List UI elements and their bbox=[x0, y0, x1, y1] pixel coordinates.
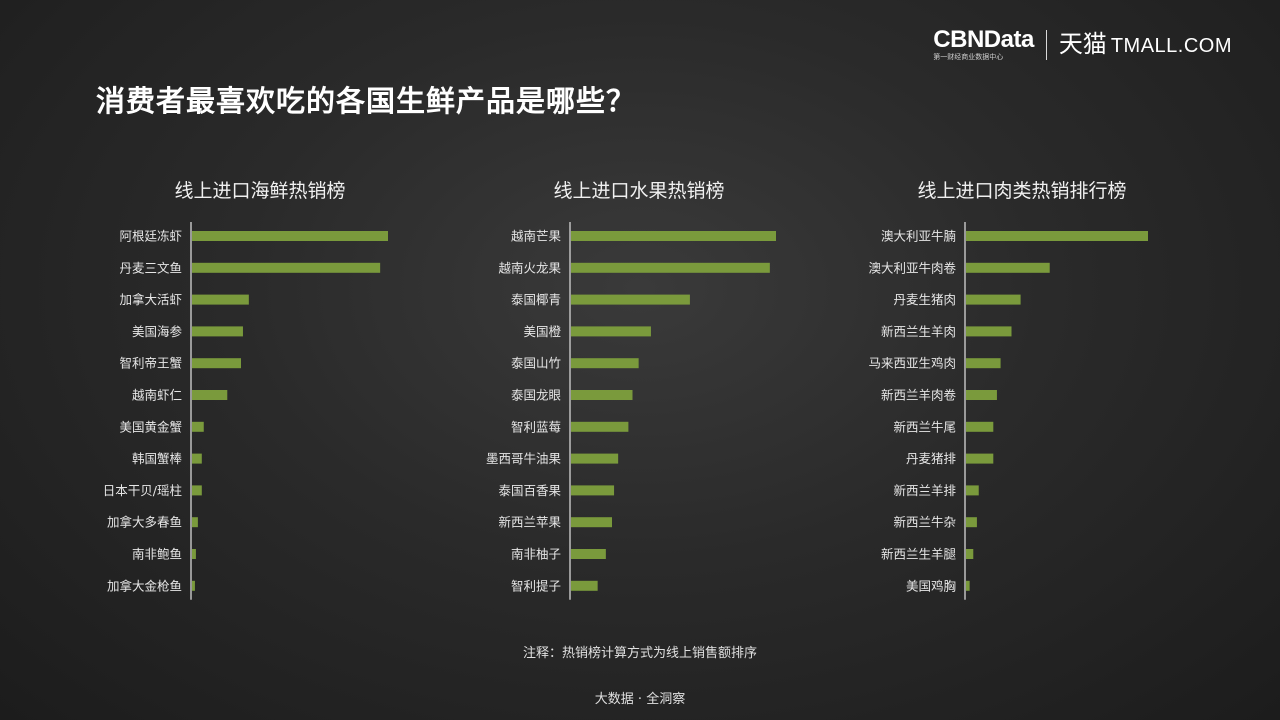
fruit-bar bbox=[571, 485, 615, 496]
seafood-bar bbox=[192, 485, 202, 496]
meat-category-label: 马来西亚生鸡肉 bbox=[868, 356, 956, 371]
fruit-category-label: 新西兰苹果 bbox=[498, 515, 561, 530]
fruit-category-label: 泰国山竹 bbox=[511, 356, 561, 371]
seafood-bar bbox=[192, 580, 195, 591]
meat-bar bbox=[966, 549, 974, 559]
meat-category-label: 丹麦猪排 bbox=[906, 451, 957, 466]
seafood-category-label: 美国黄金蟹 bbox=[119, 419, 182, 434]
fruit-bar bbox=[571, 517, 612, 528]
meat-bar bbox=[966, 390, 997, 400]
seafood-chart: 阿根廷冻虾丹麦三文鱼加拿大活虾美国海参智利帝王蟹越南虾仁美国黄金蟹韩国蟹棒日本干… bbox=[103, 222, 388, 600]
cbndata-logo-text: CBNData bbox=[933, 26, 1034, 53]
fruit-category-label: 泰国百香果 bbox=[498, 483, 561, 498]
meat-category-label: 新西兰牛杂 bbox=[893, 515, 956, 530]
fruit-chart: 越南芒果越南火龙果泰国椰青美国橙泰国山竹泰国龙眼智利蓝莓墨西哥牛油果泰国百香果新… bbox=[486, 222, 776, 600]
meat-bar bbox=[966, 262, 1050, 273]
meat-bar bbox=[966, 453, 994, 464]
fruit-bar bbox=[571, 549, 606, 559]
footnote: 注释：热销榜计算方式为线上销售额排序 bbox=[522, 646, 757, 661]
seafood-category-label: 加拿大活虾 bbox=[119, 292, 182, 307]
tmall-logo-en: TMALL.COM bbox=[1110, 34, 1232, 57]
seafood-chart-title: 线上进口海鲜热销榜 bbox=[174, 180, 346, 202]
fruit-category-label: 智利提子 bbox=[511, 578, 561, 593]
seafood-category-label: 美国海参 bbox=[132, 324, 183, 339]
seafood-bar bbox=[192, 326, 243, 337]
meat-bar bbox=[966, 326, 1012, 337]
seafood-bar bbox=[192, 294, 249, 305]
fruit-bar bbox=[571, 326, 651, 337]
seafood-bar bbox=[192, 390, 228, 400]
fruit-chart-title: 线上进口水果热销榜 bbox=[553, 180, 725, 202]
meat-bar bbox=[966, 231, 1148, 241]
tmall-logo: 天猫 TMALL.COM bbox=[1058, 30, 1232, 58]
meat-bar bbox=[966, 580, 970, 591]
meat-category-label: 丹麦生猪肉 bbox=[893, 292, 956, 307]
fruit-category-label: 美国橙 bbox=[523, 324, 561, 339]
source-caption: 大数据 · 全洞察 bbox=[594, 692, 686, 707]
seafood-category-label: 加拿大多春鱼 bbox=[107, 515, 182, 530]
seafood-category-label: 加拿大金枪鱼 bbox=[107, 578, 182, 593]
meat-category-label: 新西兰羊排 bbox=[893, 483, 956, 498]
seafood-bar bbox=[192, 231, 388, 241]
meat-chart-title: 线上进口肉类热销排行榜 bbox=[917, 180, 1127, 202]
meat-chart: 澳大利亚牛腩澳大利亚牛肉卷丹麦生猪肉新西兰生羊肉马来西亚生鸡肉新西兰羊肉卷新西兰… bbox=[868, 222, 1148, 600]
seafood-bar bbox=[192, 421, 204, 432]
fruit-category-label: 越南芒果 bbox=[511, 229, 562, 244]
fruit-bar bbox=[571, 580, 598, 591]
fruit-bar bbox=[571, 421, 629, 432]
fruit-bar bbox=[571, 390, 633, 400]
meat-category-label: 新西兰牛尾 bbox=[893, 419, 956, 434]
seafood-bar bbox=[192, 453, 202, 464]
meat-category-label: 美国鸡胸 bbox=[906, 578, 956, 593]
seafood-bar bbox=[192, 549, 196, 559]
fruit-bar bbox=[571, 294, 690, 305]
fruit-bar bbox=[571, 262, 770, 273]
logo-area: CBNData 第一财经商业数据中心 天猫 TMALL.COM bbox=[933, 28, 1232, 61]
meat-category-label: 新西兰生羊腿 bbox=[881, 547, 957, 562]
meat-bar bbox=[966, 294, 1021, 305]
meat-bar bbox=[966, 517, 977, 528]
meat-category-label: 新西兰羊肉卷 bbox=[881, 388, 957, 403]
meat-category-label: 澳大利亚牛腩 bbox=[881, 229, 956, 244]
fruit-bar bbox=[571, 358, 639, 369]
meat-category-label: 新西兰生羊肉 bbox=[881, 324, 956, 339]
seafood-category-label: 韩国蟹棒 bbox=[132, 451, 183, 466]
seafood-category-label: 智利帝王蟹 bbox=[119, 356, 182, 371]
meat-bar bbox=[966, 421, 994, 432]
fruit-category-label: 南非柚子 bbox=[511, 547, 561, 562]
seafood-category-label: 南非鲍鱼 bbox=[132, 547, 182, 562]
fruit-bar bbox=[571, 453, 619, 464]
seafood-bar bbox=[192, 517, 198, 528]
seafood-category-label: 阿根廷冻虾 bbox=[119, 229, 182, 244]
fruit-category-label: 墨西哥牛油果 bbox=[486, 451, 562, 466]
fruit-category-label: 越南火龙果 bbox=[498, 260, 561, 275]
page-title: 消费者最喜欢吃的各国生鲜产品是哪些？ bbox=[96, 84, 637, 118]
seafood-bar bbox=[192, 262, 381, 273]
seafood-category-label: 日本干贝/瑶柱 bbox=[103, 483, 182, 498]
fruit-category-label: 泰国龙眼 bbox=[511, 388, 562, 403]
tmall-logo-cn: 天猫 bbox=[1058, 30, 1107, 58]
fruit-bar bbox=[571, 231, 776, 241]
fruit-category-label: 智利蓝莓 bbox=[511, 419, 561, 434]
meat-bar bbox=[966, 485, 979, 496]
cbndata-logo-subtitle: 第一财经商业数据中心 bbox=[933, 53, 1004, 61]
seafood-bar bbox=[192, 358, 241, 369]
logo-divider bbox=[1045, 29, 1047, 60]
cbndata-logo: CBNData 第一财经商业数据中心 bbox=[933, 28, 1034, 61]
fruit-category-label: 泰国椰青 bbox=[511, 292, 561, 307]
seafood-category-label: 越南虾仁 bbox=[132, 388, 182, 403]
meat-category-label: 澳大利亚牛肉卷 bbox=[868, 260, 956, 275]
meat-bar bbox=[966, 358, 1001, 369]
seafood-category-label: 丹麦三文鱼 bbox=[119, 260, 182, 275]
